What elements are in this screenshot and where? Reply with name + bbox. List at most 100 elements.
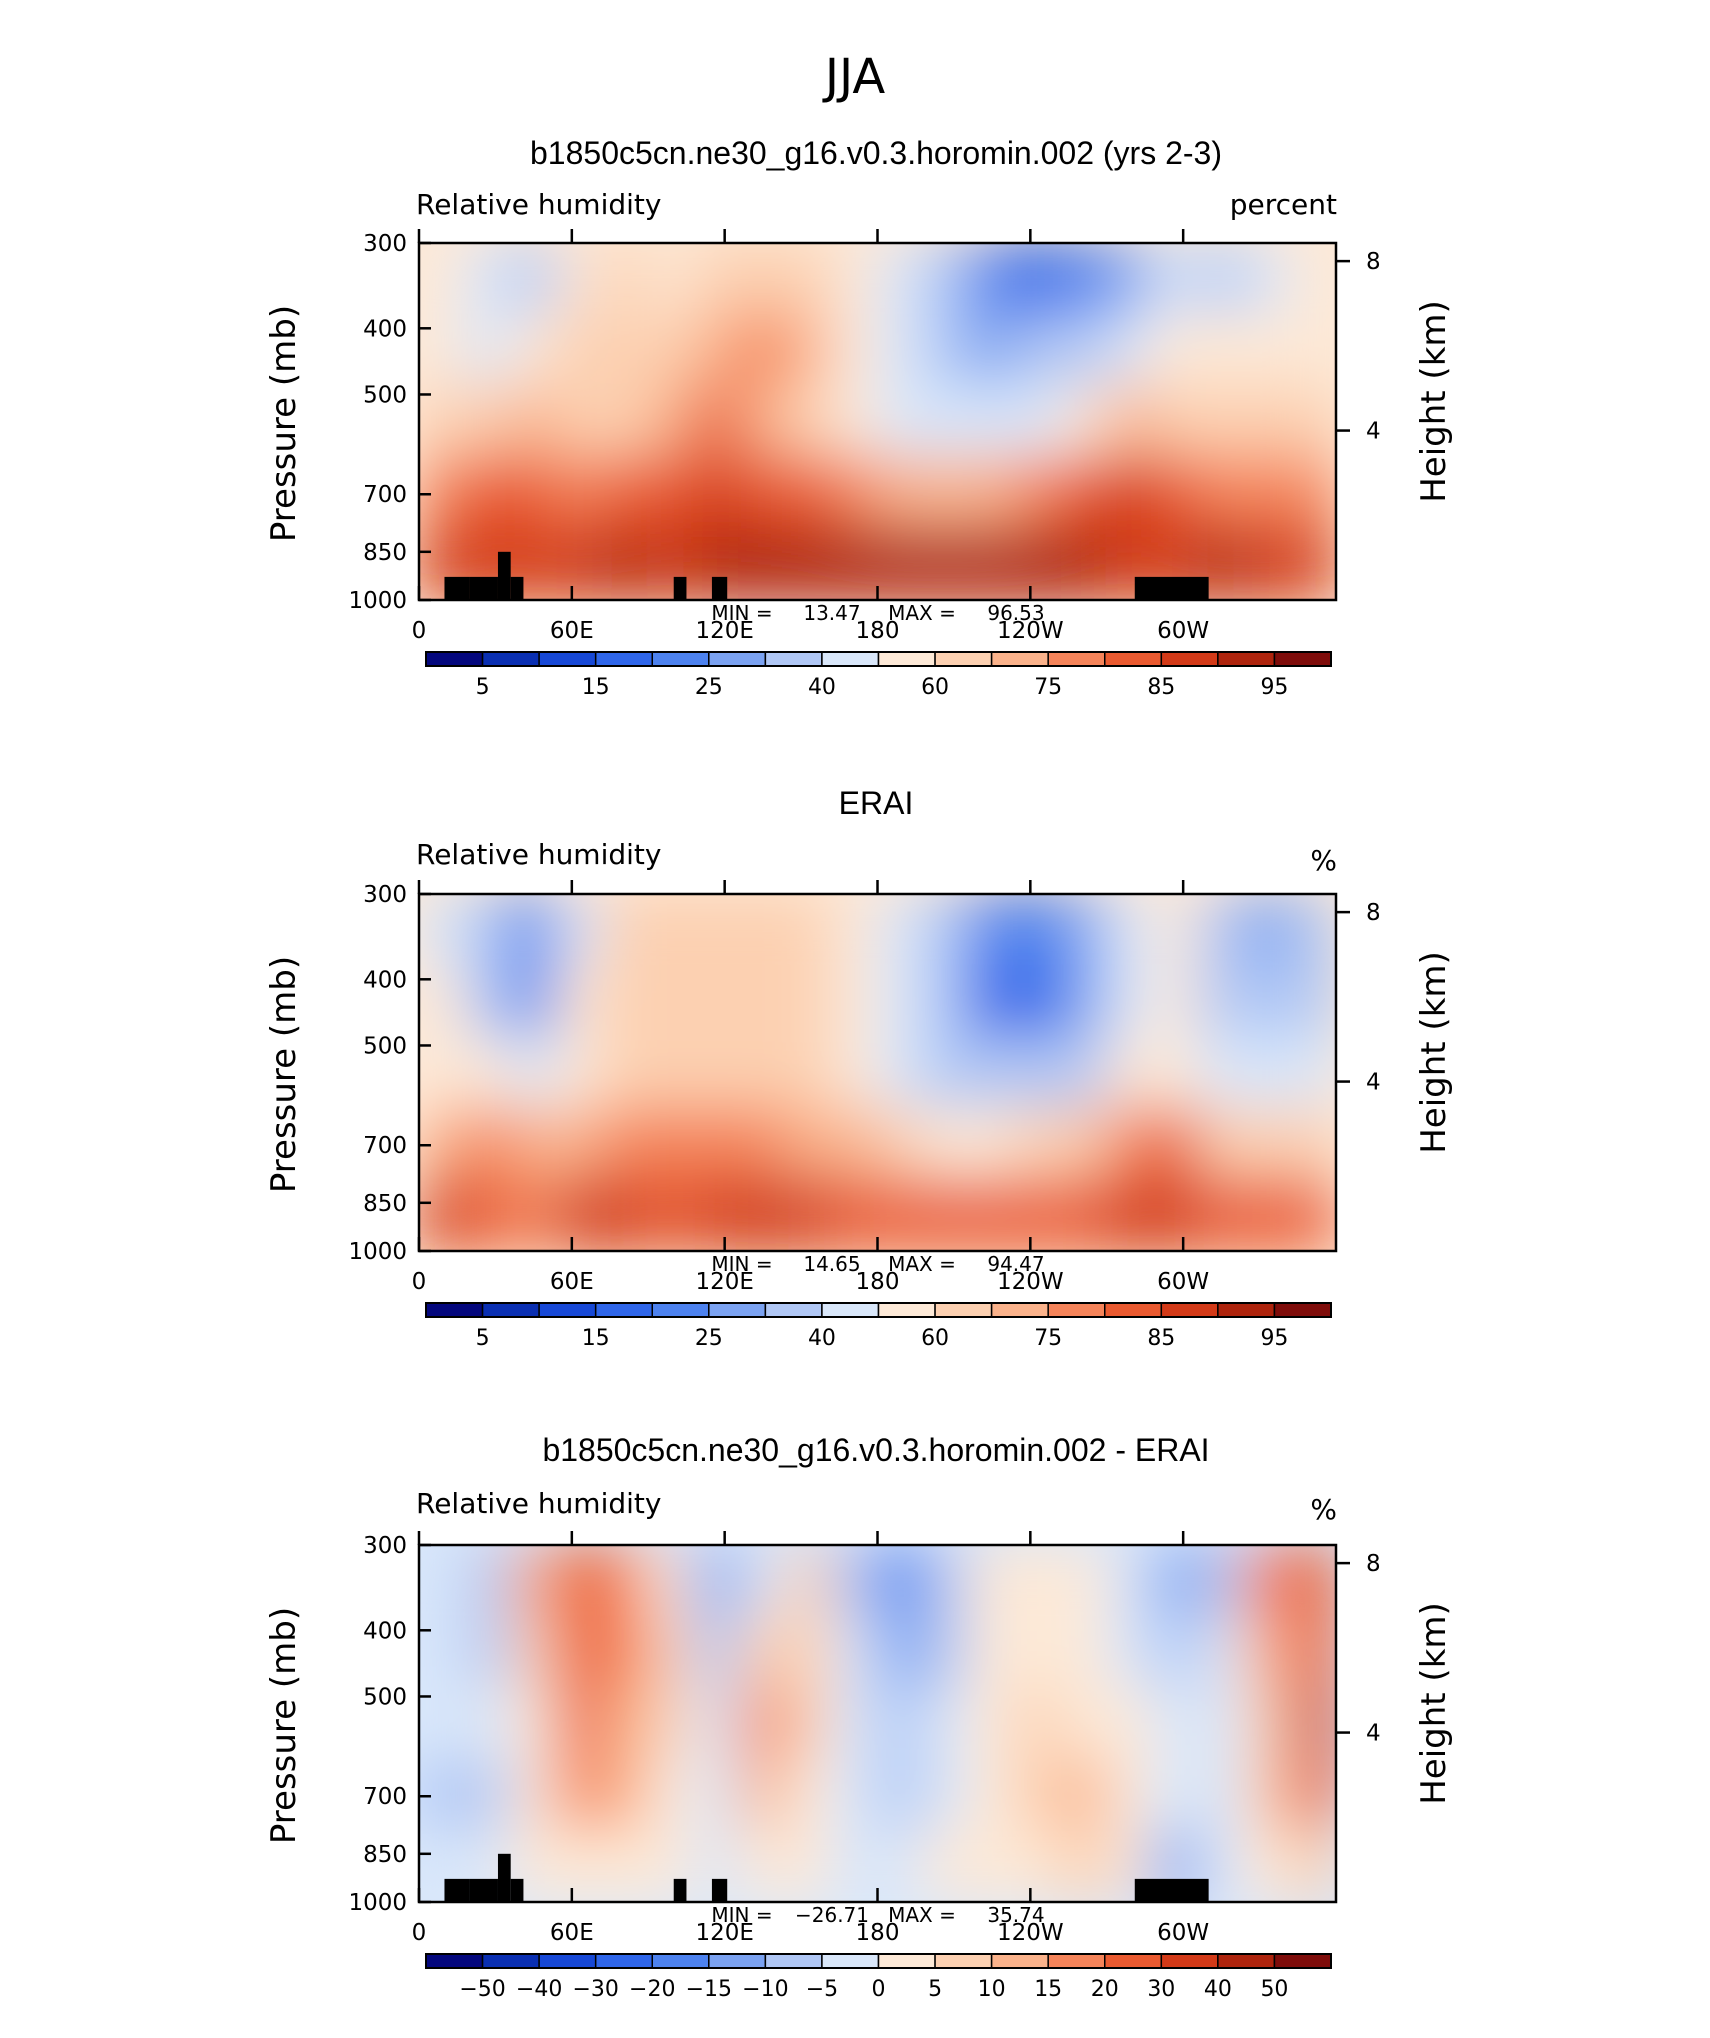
colorbar-box [821,1302,880,1318]
colorbar-box [1104,1953,1163,1969]
field-cell [1197,384,1246,459]
x-tick-label: 120E [695,1269,753,1295]
colorbar-box [708,1302,767,1318]
y-tick-label: 1000 [348,1890,407,1916]
colorbar-box [481,1302,540,1318]
field-cell [1059,1107,1108,1181]
colorbar-label: 5 [476,1326,490,1351]
min-label: MIN = [711,1252,772,1276]
field-cell [922,1035,971,1110]
colorbar-box [481,1953,540,1969]
field-cell [693,964,741,1038]
field-cell [601,384,650,459]
field-cell [876,313,925,387]
colorbar-box [651,1953,710,1969]
field-cell [555,964,604,1038]
field-cell [1243,243,1292,316]
field-cell [463,243,512,316]
field-cell [1197,313,1246,387]
field-cell [968,243,1017,316]
field-cell [876,964,925,1038]
field-cell [555,894,604,967]
field-cell [784,456,833,530]
units-label: percent [1230,188,1337,221]
field-cell [1197,1615,1246,1689]
y-tick-label: 1000 [348,1239,407,1265]
y-right-tick-label: 4 [1366,419,1381,445]
field-cell [463,456,512,530]
terrain-mask [510,1878,524,1902]
field-cell [1014,1035,1062,1110]
field-cell [509,1686,558,1761]
field-cell [1105,1545,1154,1618]
field-cell [1059,1686,1108,1761]
colorbar-box [1047,1953,1106,1969]
x-tick-label: 0 [412,1269,427,1295]
y-tick-label: 500 [363,382,407,408]
field-cell [693,1035,741,1110]
field-cell [1289,1107,1336,1181]
colorbar-box [1273,651,1332,667]
field-cell [1059,894,1108,967]
field-cell [509,1178,558,1251]
colorbar-label: −30 [572,1977,618,2002]
y-right-tick-label: 8 [1366,900,1381,926]
colorbar-box [990,1953,1049,1969]
field-cell [555,527,604,600]
field-cell [601,1178,650,1251]
field-cell [601,1615,650,1689]
colorbar-box [538,1953,597,1969]
y-tick-label: 300 [363,1533,407,1559]
field-cell [601,527,650,600]
colorbar-label: −40 [516,1977,562,2002]
field-cell [968,1686,1017,1761]
field-cell [784,313,833,387]
colorbar-box [1047,1302,1106,1318]
colorbar-box [877,1302,936,1318]
field-cell [601,1686,650,1761]
panel-1: b1850c5cn.ne30_g16.v0.3.horomin.002 (yrs… [264,135,1454,700]
colorbar-box [1217,1953,1276,1969]
field-cell [693,1107,741,1181]
field-cell [968,456,1017,530]
colorbar-box [1217,651,1276,667]
field-cell [1197,1035,1246,1110]
field-cell [1243,964,1292,1038]
colorbar-box [538,1302,597,1318]
terrain-mask [510,576,524,600]
panel-2: ERAI Relative humidity % 300400500700850… [264,785,1454,1351]
field-cell [1243,1107,1292,1181]
field-cell [647,1545,696,1618]
field-cell [876,1758,925,1832]
field-cell [463,384,512,459]
x-tick-label: 120W [997,1920,1064,1946]
field-cell [738,1107,787,1181]
field-cell [647,243,696,316]
colorbar-label: 95 [1260,675,1288,700]
units-label: % [1310,1493,1337,1526]
colorbar-label: 75 [1034,675,1062,700]
field-cell [647,964,696,1038]
y-tick-label: 850 [363,540,407,566]
field-cell [968,1829,1017,1902]
figure-title: JJA [822,49,885,105]
field-cell [601,964,650,1038]
x-tick-label: 60E [550,1269,594,1295]
field-cell [830,1107,879,1181]
field-cell [419,384,466,459]
field-cell [1151,1545,1200,1618]
field-cell [830,1178,879,1251]
field-cell [922,384,971,459]
max-label: MAX = [888,1903,956,1927]
y-right-axis-title: Height (km) [1414,1602,1454,1805]
field-cell [463,1686,512,1761]
field-cell [419,1758,466,1832]
field-cell [1243,384,1292,459]
colorbar-label: 25 [695,675,723,700]
field-cell [922,964,971,1038]
variable-label: Relative humidity [416,1487,661,1520]
field-cell [1197,1178,1246,1251]
field-cell [555,1545,604,1618]
field-cell [419,964,466,1038]
